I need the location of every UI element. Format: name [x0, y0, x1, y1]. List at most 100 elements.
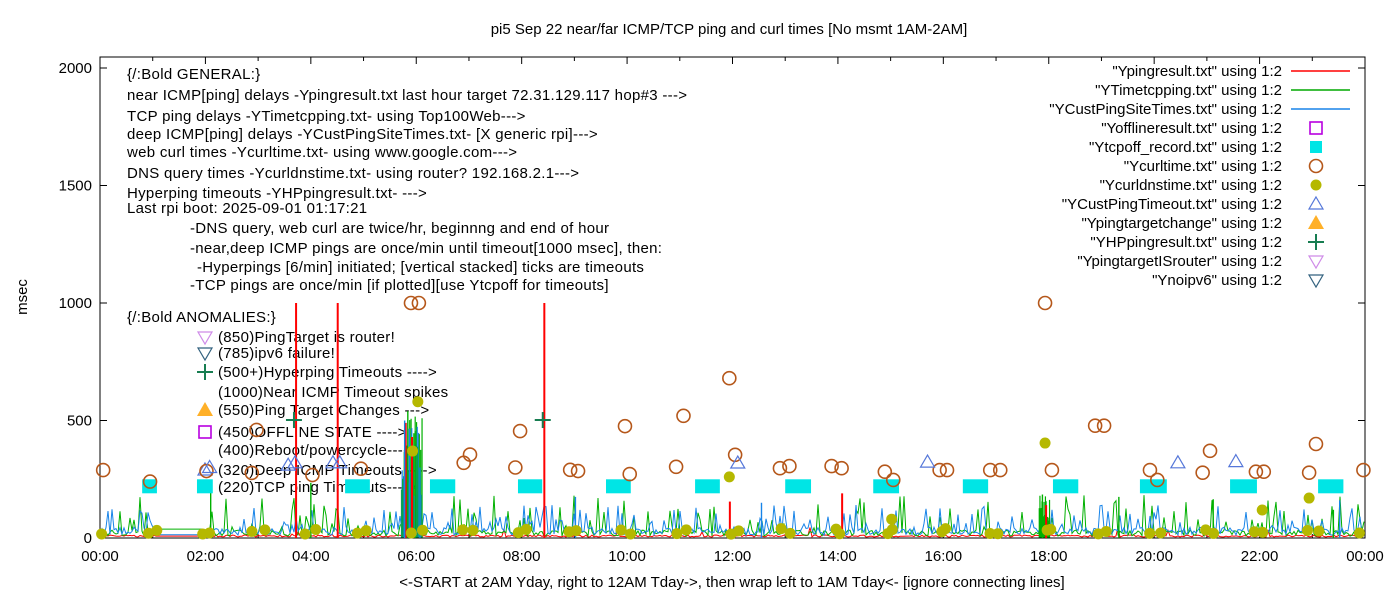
curl-time-circle	[622, 466, 638, 482]
legend-label: "YHPpingresult.txt" using 1:2	[1090, 234, 1282, 251]
dns-time-dot	[1208, 527, 1220, 539]
dns-time-dot	[886, 513, 898, 525]
legend-label: "Ypingresult.txt" using 1:2	[1112, 63, 1282, 80]
y-tick-label: 500	[67, 413, 92, 430]
chart-title: pi5 Sep 22 near/far ICMP/TCP ping and cu…	[491, 21, 968, 38]
x-tick-label: 10:00	[608, 548, 646, 565]
curl-time-circle	[885, 472, 901, 488]
curl-time-circle	[95, 462, 111, 478]
anomaly-line: (320)Deep ICMP Timeouts ---->	[218, 462, 437, 479]
legend-marker-sample	[1310, 179, 1322, 191]
general-annotation: {/:Bold GENERAL:} near ICMP[ping] delays …	[126, 66, 687, 294]
tcp-off-bar	[1230, 479, 1257, 494]
dns-time-dot	[733, 525, 745, 537]
tcp-off-bar	[1139, 479, 1167, 494]
deep-timeout-triangle	[919, 453, 936, 468]
legend-label: "Ypingtargetchange" using 1:2	[1081, 215, 1282, 232]
curl-time-circle	[1256, 464, 1272, 480]
curl-time-circle	[249, 422, 264, 438]
legend-label: "YCustPingTimeout.txt" using 1:2	[1062, 196, 1282, 213]
dns-time-dot	[407, 445, 419, 457]
general-annotation-line: {/:Bold GENERAL:}	[127, 66, 261, 83]
general-annotation-line: -near,deep ICMP pings are once/min until…	[190, 240, 662, 257]
curl-time-circle	[1044, 462, 1060, 478]
curl-time-circle	[1142, 462, 1158, 478]
y-tick-label: 1500	[59, 178, 92, 195]
dns-time-dot	[467, 524, 479, 536]
curl-time-circle	[199, 463, 214, 479]
x-tick-label: 16:00	[925, 548, 963, 565]
triangle-icon	[197, 402, 213, 416]
deep-timeout-triangle	[729, 454, 746, 469]
curl-time-circle	[456, 455, 471, 471]
tcp-off-bar	[517, 479, 543, 494]
curl-time-circle	[1301, 465, 1317, 480]
legend-label: "YCustPingSiteTimes.txt" using 1:2	[1049, 101, 1282, 118]
dns-time-dot	[1039, 437, 1051, 449]
curl-time-circle	[676, 408, 691, 424]
x-tick-label: 12:00	[714, 548, 752, 565]
dns-time-dot	[259, 524, 271, 536]
curl-time-circle	[982, 462, 998, 478]
tcp-off-bar	[429, 479, 456, 494]
dns-time-dot	[1144, 527, 1156, 539]
curl-time-circle	[932, 462, 947, 478]
plot-area: 00:00 02:00 04:00 06:00 08:00 10:00 12:00 14:00…	[59, 56, 1384, 565]
curl-time-circle	[1202, 443, 1218, 459]
general-annotation-line: web curl times -Ycurltime.txt- using www…	[126, 144, 517, 161]
legend-marker-sample	[1307, 255, 1325, 270]
y-tick-label: 2000	[59, 60, 92, 77]
general-annotation-line: -Hyperpings [6/min] initiated; [vertical…	[197, 259, 644, 276]
dns-time-dot	[723, 471, 735, 483]
curl-time-circle	[992, 462, 1008, 478]
curl-time-circle	[462, 447, 478, 462]
dns-time-dot	[984, 528, 996, 540]
y-tick-label: 0	[84, 530, 92, 547]
x-tick-label: 04:00	[292, 548, 330, 565]
dns-time-dot	[570, 525, 582, 537]
tcp-off-bar	[873, 479, 900, 494]
dns-time-dot	[96, 528, 108, 540]
x-tick-label: 02:00	[187, 548, 225, 565]
dns-time-dot	[1303, 492, 1315, 504]
dns-time-dot	[246, 525, 258, 537]
deep-timeout-triangle	[286, 454, 304, 469]
triangle-open-icon	[196, 461, 214, 476]
curl-time-circle	[782, 458, 797, 474]
curl-time-circle	[668, 459, 684, 475]
anomaly-line: (785)ipv6 failure!	[218, 345, 335, 362]
legend: "Ypingresult.txt" using 1:2 "YTimetcpping…	[1049, 63, 1350, 289]
dns-time-dot	[1313, 525, 1325, 537]
dns-time-dot	[142, 527, 154, 539]
curl-time-circle	[142, 474, 158, 489]
legend-marker-sample	[1307, 195, 1325, 210]
dns-time-dot	[1248, 526, 1260, 538]
dns-time-dot	[886, 524, 898, 536]
dns-time-dot	[417, 524, 429, 536]
legend-marker-sample	[1308, 215, 1324, 229]
dns-time-dot	[204, 527, 216, 539]
tcp-off-bar	[962, 479, 989, 494]
tcp-off-bar	[1318, 479, 1344, 494]
curl-time-circle	[1096, 418, 1112, 433]
curl-time-circle	[1087, 418, 1103, 433]
tcp-off-bar	[785, 479, 812, 494]
dns-time-dot	[615, 524, 627, 536]
curl-time-circle	[1308, 436, 1324, 452]
x-tick-label: 00:00	[81, 548, 119, 565]
curl-time-circle	[1195, 465, 1210, 480]
curl-time-circle	[834, 460, 849, 476]
general-annotation-line: TCP ping delays -YTimetcpping.txt- using…	[127, 108, 526, 125]
anomaly-line: (500+)Hyperping Timeouts ---->	[218, 364, 437, 381]
curl-time-circle	[824, 458, 839, 474]
legend-marker-sample	[1309, 121, 1323, 135]
dns-time-dot	[457, 524, 469, 536]
legend-label: "Yofflineresult.txt" using 1:2	[1101, 120, 1282, 137]
x-axis-label: <-START at 2AM Yday, right to 12AM Tday-…	[399, 574, 1064, 591]
x-tick-label: 22:00	[1241, 548, 1279, 565]
y-axis-label: msec	[14, 279, 31, 315]
curl-time-circle	[1356, 462, 1371, 478]
tcp-off-bar	[695, 479, 720, 494]
dns-time-dot	[1301, 524, 1313, 536]
legend-marker-sample	[1308, 158, 1324, 174]
